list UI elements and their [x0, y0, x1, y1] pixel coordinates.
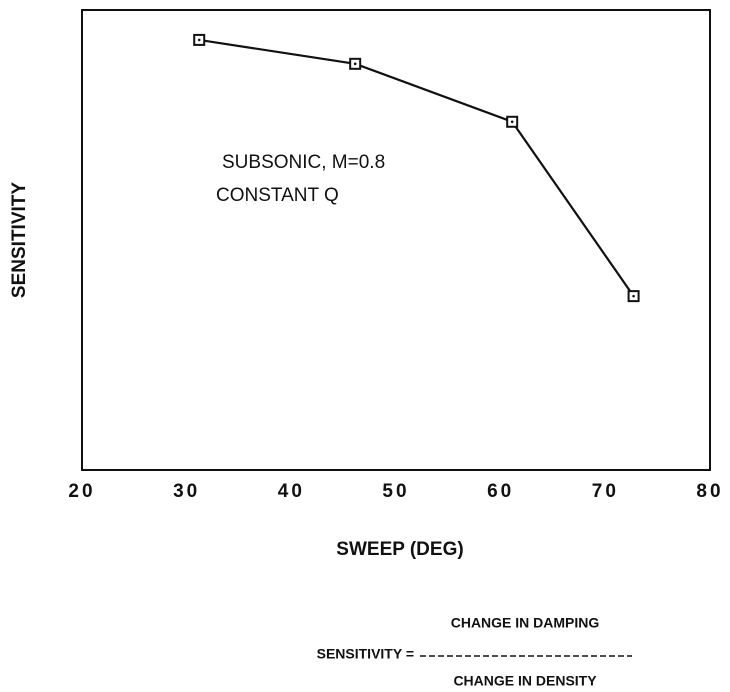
x-tick-label: 30 — [173, 481, 200, 502]
formula-denominator: CHANGE IN DENSITY — [453, 673, 597, 689]
formula-lhs: SENSITIVITY = — [317, 646, 414, 662]
annotation: SUBSONIC, M=0.8 — [222, 152, 385, 173]
marker-dot — [510, 120, 514, 124]
formula-numerator: CHANGE IN DAMPING — [451, 615, 600, 631]
data-line — [199, 38, 635, 297]
x-tick-label: 50 — [382, 481, 409, 502]
x-tick-label: 60 — [487, 481, 514, 502]
x-tick-label: 80 — [696, 481, 723, 502]
marker-dot — [632, 294, 635, 298]
plot-frame — [81, 9, 711, 471]
x-tick-label: 20 — [68, 481, 95, 502]
marker-dot — [197, 38, 201, 42]
annotation: CONSTANT Q — [216, 185, 339, 206]
x-tick-label: 40 — [278, 481, 305, 502]
x-axis-label: SWEEP (DEG) — [336, 539, 463, 560]
x-tick-label: 70 — [592, 481, 619, 502]
y-axis-label: SENSITIVITY — [9, 182, 30, 298]
marker-dot — [353, 62, 357, 66]
